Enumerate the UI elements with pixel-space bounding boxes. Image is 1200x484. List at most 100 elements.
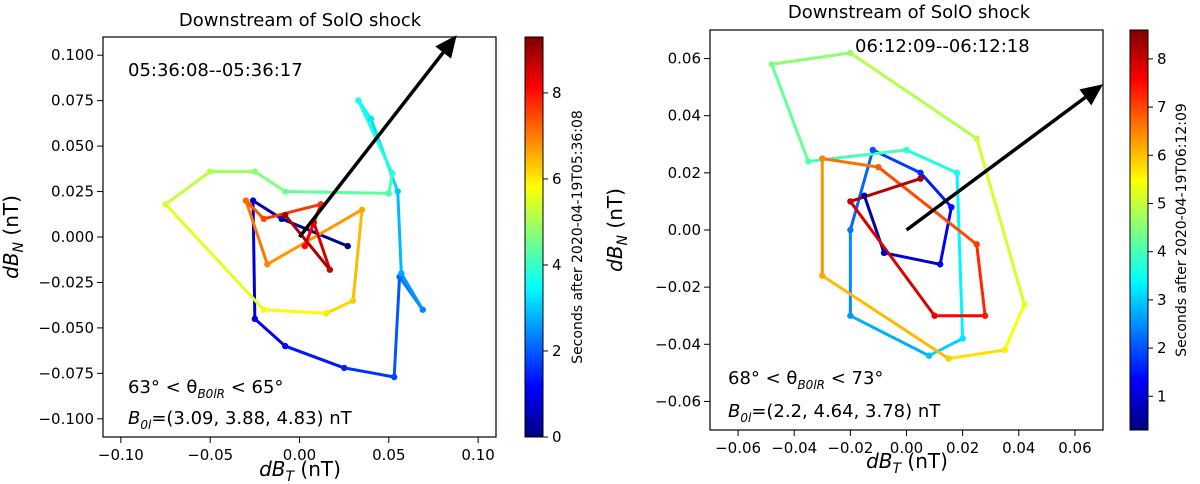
right-hodogram-trace <box>768 49 1103 362</box>
left-hodogram-point <box>282 211 289 219</box>
left-y-label-unit: (nT) <box>0 195 23 242</box>
left-hodogram-point <box>390 373 398 381</box>
right-hodogram-segment <box>770 51 852 66</box>
left-hodogram-segment <box>342 366 396 379</box>
right-hodogram-point <box>925 352 933 359</box>
left-colorbar-label: Seconds after 2020-04-19T05:36:08 <box>570 110 586 364</box>
left-hodogram-trace <box>162 35 457 381</box>
right-angle-range-label: 68° < θB0lR < 73° <box>728 368 883 392</box>
left-y-tick-label: −0.050 <box>38 319 94 337</box>
right-hodogram-point <box>1001 346 1008 354</box>
right-colorbar-tick-label: 7 <box>1157 98 1167 116</box>
right-colorbar-tick-label: 3 <box>1157 291 1167 309</box>
left-angle-range-label: 63° < θB0lR < 65° <box>128 377 283 401</box>
left-hodogram-point <box>349 297 357 304</box>
right-hodogram-panel: Downstream of SolO shock −0.06 −0.04 −0.02… <box>603 2 1190 477</box>
right-y-label-sub: N <box>615 234 631 245</box>
left-hodogram-point <box>358 206 366 213</box>
right-hodogram-segment <box>848 314 931 358</box>
right-b0-subscript: 0l <box>740 411 752 425</box>
right-x-tick-label: −0.02 <box>827 439 873 457</box>
left-hodogram-segment <box>164 170 212 206</box>
left-y-tick-label: −0.025 <box>38 273 94 291</box>
left-y-tick-label: 0.025 <box>51 183 94 201</box>
left-hodogram-segment <box>399 271 425 312</box>
left-angle-subscript: B0lR <box>197 387 225 401</box>
left-hodogram-point <box>340 364 348 372</box>
right-y-tick-label: 0.06 <box>668 50 701 68</box>
left-x-label-base: dB <box>259 457 285 481</box>
left-colorbar-tick-label: 2 <box>552 342 562 360</box>
left-axis-ticks: −0.10 −0.05 0.00 0.05 0.10 −0.100 −0.075 −0.050… <box>38 46 494 464</box>
left-y-tick-label: 0.075 <box>51 92 94 110</box>
right-chart-title: Downstream of SolO shock <box>788 2 1031 23</box>
left-colorbar-tick-label: 8 <box>552 84 562 102</box>
right-y-tick-label: 0.04 <box>668 107 701 125</box>
left-x-label-sub: T <box>286 469 296 484</box>
right-hodogram-segment <box>938 205 953 266</box>
left-hodogram-segment <box>351 208 364 303</box>
left-hodogram-point <box>419 306 426 313</box>
right-hodogram-segment <box>876 165 979 246</box>
right-hodogram-segment <box>820 274 951 361</box>
left-hodogram-point <box>162 201 169 208</box>
left-hodogram-point <box>251 315 259 323</box>
left-x-tick-label: −0.10 <box>98 446 144 464</box>
right-hodogram-point <box>869 146 877 154</box>
right-x-tick-label: −0.04 <box>771 439 817 457</box>
right-colorbar-label: Seconds after 2020-04-19T06:12:09 <box>1174 103 1190 357</box>
right-hodogram-point <box>1021 301 1028 308</box>
right-y-tick-label: −0.02 <box>655 278 701 296</box>
left-hodogram-point <box>394 188 401 195</box>
left-angle-label-text: 63° < θ <box>128 377 197 398</box>
left-hodogram-segment <box>396 190 403 275</box>
left-x-tick-label: 0.00 <box>283 446 316 464</box>
right-hodogram-point <box>981 312 989 319</box>
right-hodogram-point <box>805 158 812 165</box>
left-y-label-base: dB <box>0 252 23 278</box>
left-x-tick-label: 0.10 <box>461 446 494 464</box>
right-x-tick-label: −0.06 <box>715 439 761 457</box>
right-y-label-base: dB <box>603 245 627 271</box>
right-hodogram-point <box>936 261 944 268</box>
left-y-tick-label: −0.100 <box>38 410 94 428</box>
right-hodogram-point <box>861 192 868 199</box>
left-colorbar-ticks: 0 2 4 6 8 <box>543 84 562 446</box>
left-y-tick-label: 0.050 <box>51 137 94 155</box>
right-x-axis-label: dBT (nT) <box>866 449 948 477</box>
left-hodogram-segment <box>265 208 364 266</box>
right-hodogram-segment <box>882 251 942 266</box>
right-hodogram-segment <box>820 157 880 169</box>
right-hodogram-segment <box>1003 302 1026 352</box>
left-normal-arrow-head <box>435 35 457 59</box>
left-y-axis-label: dBN (nT) <box>0 195 27 279</box>
right-colorbar-tick-label: 5 <box>1157 194 1167 212</box>
right-hodogram-segment <box>848 148 875 232</box>
right-colorbar-tick-label: 4 <box>1157 243 1167 261</box>
left-hodogram-point <box>260 306 267 313</box>
right-hodogram-segment <box>905 148 959 175</box>
left-hodogram-segment <box>312 220 332 272</box>
left-hodogram-segment <box>283 213 332 272</box>
right-hodogram-point <box>819 155 826 162</box>
left-hodogram-point <box>385 190 393 197</box>
left-x-axis-label: dBT (nT) <box>259 457 341 484</box>
left-b0-base: B <box>128 408 140 429</box>
right-x-tick-label: 0.00 <box>890 439 923 457</box>
right-hodogram-segment <box>955 171 965 341</box>
right-hodogram-segment <box>975 242 987 318</box>
left-y-tick-label: 0.000 <box>51 228 94 246</box>
right-hodogram-segment <box>848 199 937 318</box>
left-angle-label-end: < 65° <box>225 377 283 398</box>
left-hodogram-segment <box>392 275 402 379</box>
right-hodogram-point <box>847 312 854 319</box>
right-time-range-label: 06:12:09--06:12:18 <box>855 36 1030 57</box>
right-colorbar-tick-label: 2 <box>1157 339 1167 357</box>
right-hodogram-point <box>931 312 938 319</box>
right-hodogram-point <box>948 203 955 211</box>
left-hodogram-point <box>301 242 309 250</box>
right-colorbar <box>1129 29 1149 431</box>
left-hodogram-segment <box>283 344 346 370</box>
right-x-tick-label: 0.04 <box>1002 439 1035 457</box>
right-colorbar-tick-label: 6 <box>1157 146 1167 164</box>
